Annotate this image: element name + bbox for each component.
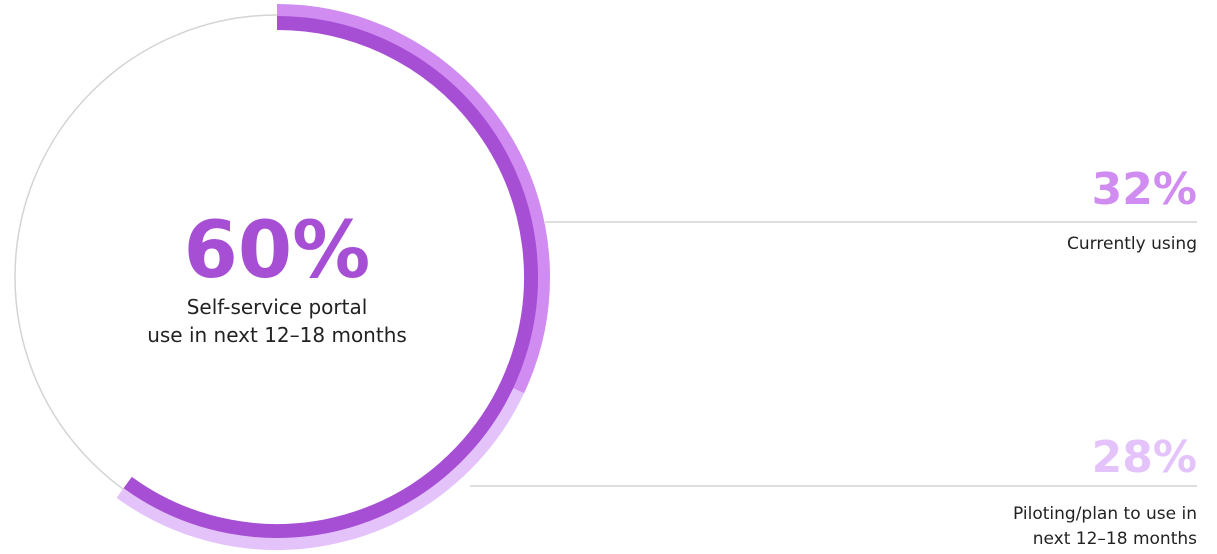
category-label: Piloting/plan to use in next 12–18 month… bbox=[1013, 504, 1197, 549]
segment-arc bbox=[116, 383, 525, 550]
center-text: use in next 12–18 months bbox=[147, 323, 407, 347]
category-label: Currently using bbox=[1067, 234, 1197, 254]
total-arc bbox=[123, 16, 538, 538]
center-value: 60% bbox=[184, 206, 371, 296]
center-text: Self-service portal bbox=[187, 295, 368, 319]
segment-arc bbox=[276, 4, 550, 394]
value-label: 32% bbox=[1092, 164, 1197, 215]
value-label: 28% bbox=[1092, 432, 1197, 483]
